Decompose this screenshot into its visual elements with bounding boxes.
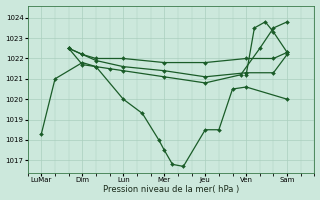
X-axis label: Pression niveau de la mer( hPa ): Pression niveau de la mer( hPa ) — [103, 185, 239, 194]
